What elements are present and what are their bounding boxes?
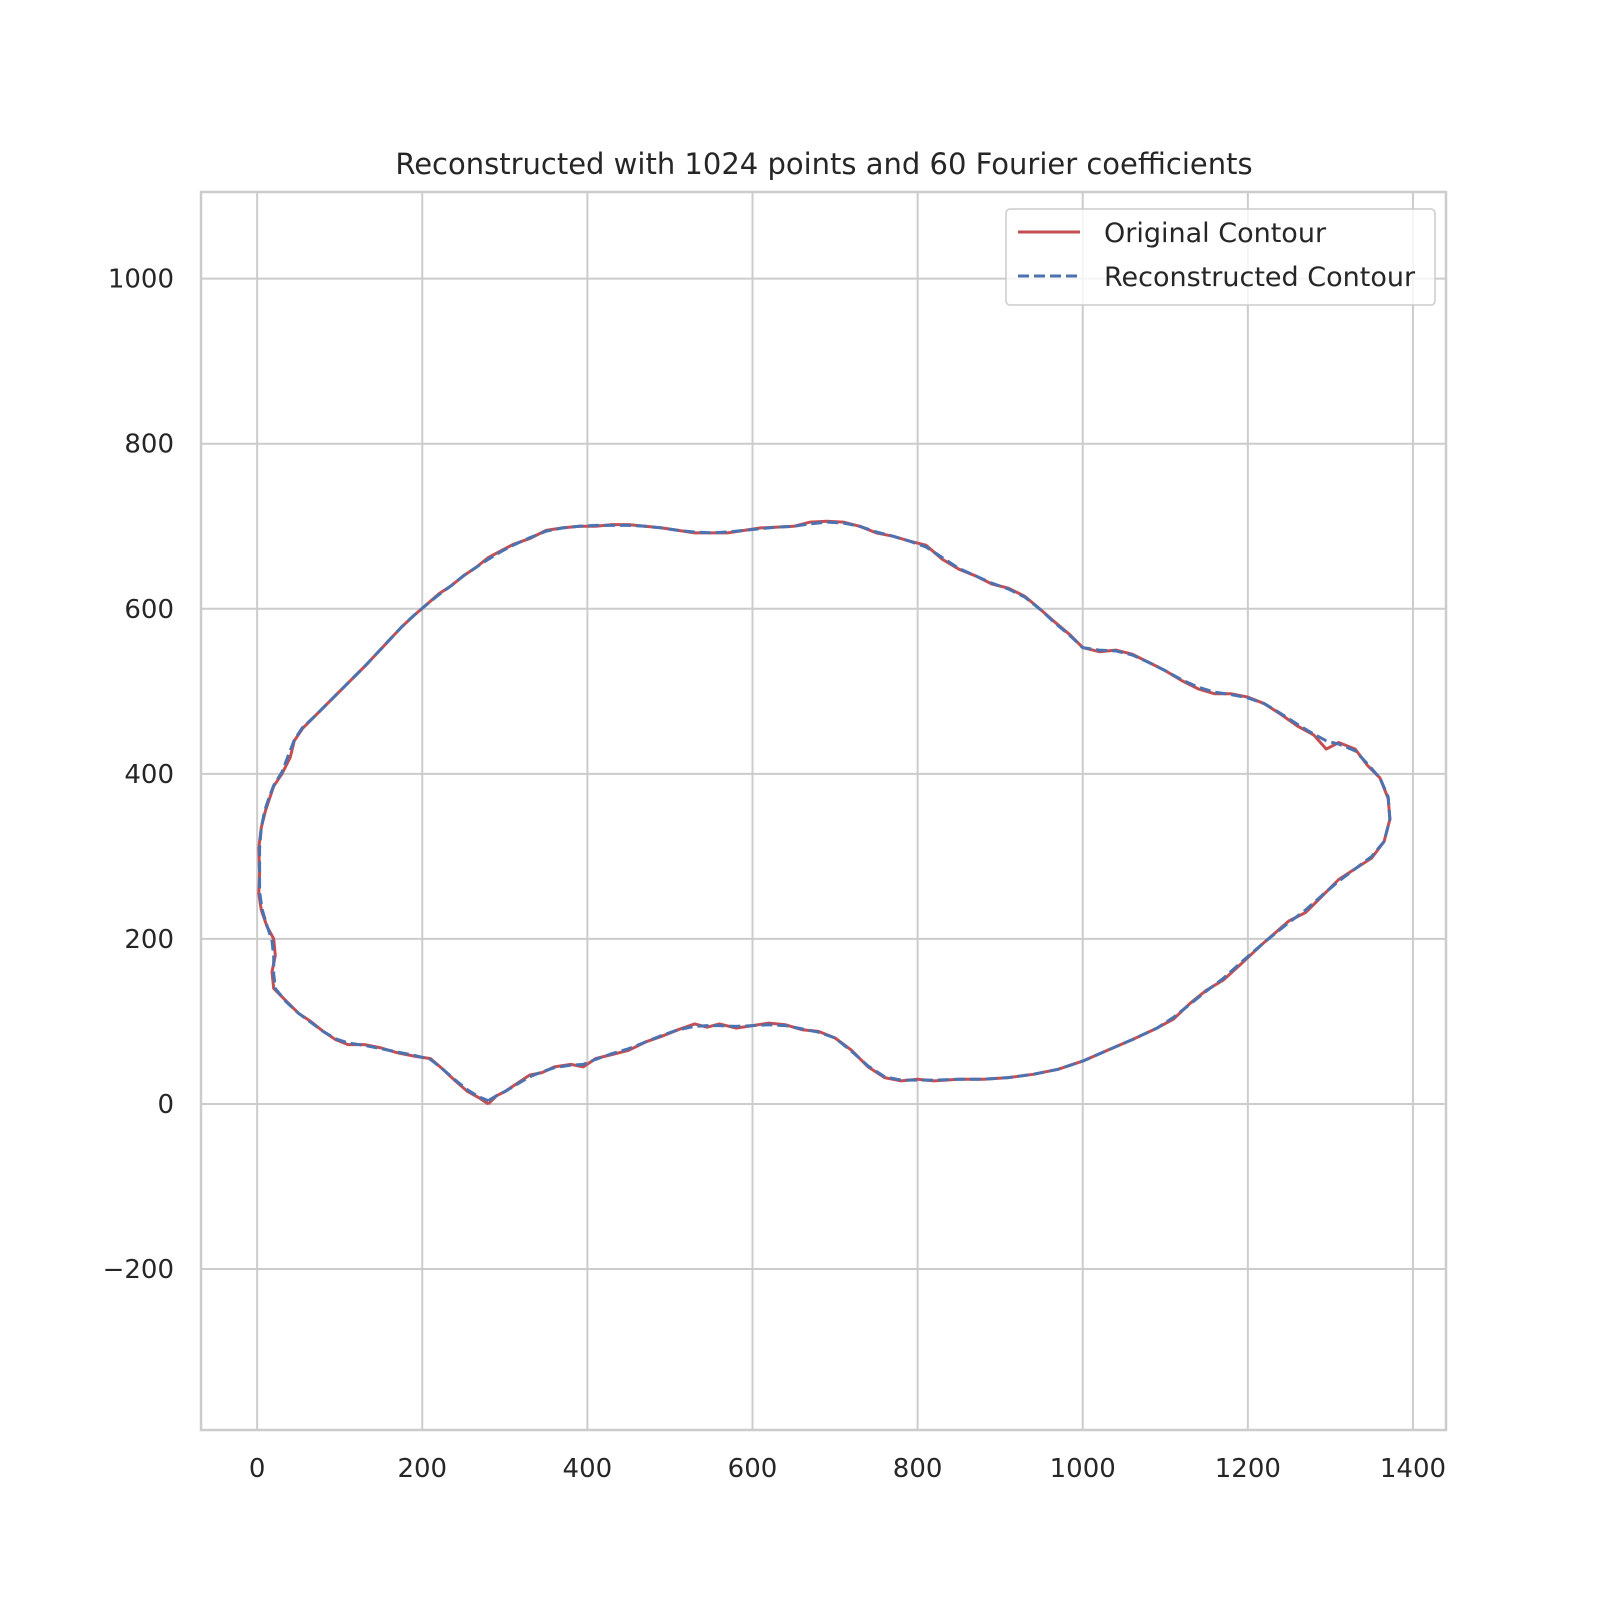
series-group [257, 519, 1392, 1106]
legend-label-original: Original Contour [1104, 218, 1327, 249]
y-tick-label: 1000 [108, 265, 174, 295]
chart-title: Reconstructed with 1024 points and 60 Fo… [395, 147, 1252, 181]
x-tick-label: 200 [397, 1454, 447, 1484]
x-tick-label: 600 [728, 1454, 778, 1484]
y-tick-label: −200 [103, 1255, 174, 1285]
x-tick-label: 1000 [1050, 1454, 1116, 1484]
x-tick-label: 0 [249, 1454, 266, 1484]
legend-box [1005, 208, 1436, 306]
x-tick-label: 400 [563, 1454, 613, 1484]
reconstructed-contour-line [258, 520, 1392, 1103]
grid [201, 192, 1446, 1430]
y-tick-label: 400 [124, 760, 174, 790]
legend: Original Contour Reconstructed Contour [1005, 208, 1436, 306]
x-tick-label: 1200 [1215, 1454, 1281, 1484]
y-tick-label: 200 [124, 925, 174, 955]
x-tick-label: 1400 [1380, 1454, 1446, 1484]
y-tick-label: 600 [124, 595, 174, 625]
x-axis-ticks: 0 200 400 600 800 1000 1200 1400 [249, 1454, 1446, 1484]
y-tick-label: 800 [124, 430, 174, 460]
y-tick-label: 0 [157, 1090, 174, 1120]
plot-frame [199, 190, 1448, 1432]
legend-label-reconstructed: Reconstructed Contour [1104, 262, 1416, 293]
y-axis-ticks: −200 0 200 400 600 800 1000 [103, 265, 174, 1285]
x-tick-label: 800 [893, 1454, 943, 1484]
